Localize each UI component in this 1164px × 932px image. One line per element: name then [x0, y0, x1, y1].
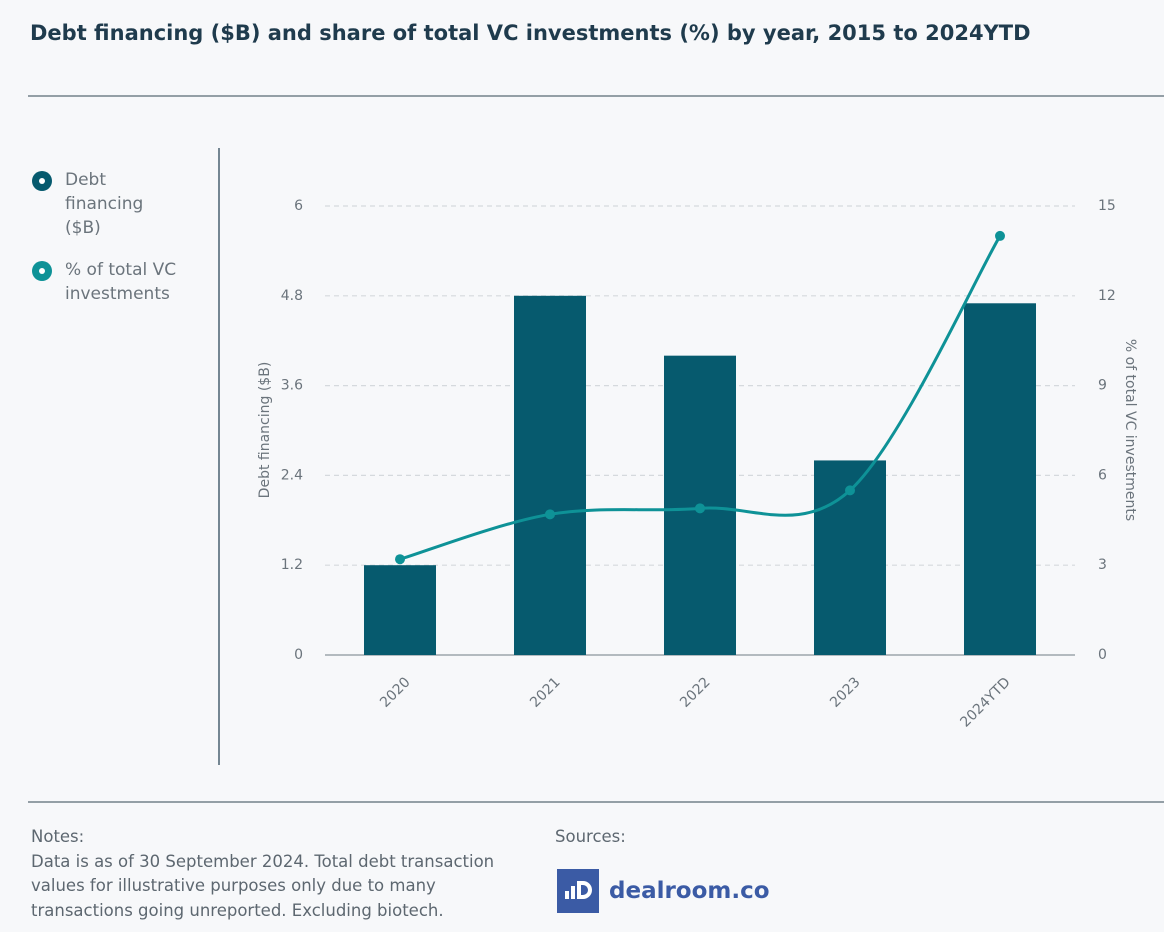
- legend-item: Debt financing ($B): [32, 168, 182, 240]
- bar: [514, 295, 586, 655]
- y-tick-label: 3.6: [281, 378, 303, 394]
- y-axis-label: Debt financing ($B): [257, 362, 273, 499]
- y2-tick-label: 0: [1098, 647, 1107, 663]
- x-tick-label: 2024YTD: [957, 674, 1013, 730]
- logo: dealroom.co: [557, 869, 770, 913]
- logo-icon: [557, 869, 599, 913]
- notes: Notes: Data is as of 30 September 2024. …: [31, 825, 531, 923]
- sources: Sources: dealroom.co: [555, 825, 770, 913]
- legend-marker: [32, 261, 52, 281]
- y-tick-label: 2.4: [281, 467, 303, 483]
- legend-label: Debt financing ($B): [65, 170, 144, 238]
- bar: [364, 565, 436, 655]
- y-tick-label: 6: [294, 198, 303, 214]
- legend-marker: [32, 171, 52, 191]
- logo-text: dealroom.co: [609, 877, 770, 904]
- line-marker: [695, 503, 705, 514]
- notes-heading: Notes:: [31, 827, 85, 846]
- chart-title: Debt financing ($B) and share of total V…: [30, 21, 1031, 45]
- y2-tick-label: 3: [1098, 557, 1107, 573]
- sources-heading: Sources:: [555, 827, 626, 846]
- line: [399, 235, 1002, 561]
- x-tick-label: 2020: [377, 674, 414, 711]
- y-tick-label: 1.2: [281, 557, 303, 573]
- line-marker: [395, 554, 405, 565]
- x-tick-label: 2023: [827, 674, 864, 711]
- y2-tick-label: 9: [1098, 378, 1107, 394]
- bar: [964, 303, 1036, 655]
- y2-tick-label: 12: [1098, 288, 1116, 304]
- y2-tick-label: 15: [1098, 198, 1116, 214]
- legend-label: % of total VC investments: [65, 260, 177, 304]
- y-tick-label: 0: [294, 647, 303, 663]
- legend: Debt financing ($B) % of total VC investm…: [32, 168, 182, 324]
- y-tick-label: 4.8: [281, 288, 303, 304]
- legend-item: % of total VC investments: [32, 258, 182, 306]
- x-tick-label: 2022: [677, 674, 714, 711]
- logo-glyph: [565, 881, 592, 899]
- x-tick-label: 2021: [527, 674, 564, 711]
- line-marker: [545, 509, 555, 520]
- notes-text: Data is as of 30 September 2024. Total d…: [31, 851, 495, 920]
- y2-axis-label: % of total VC investments: [1122, 339, 1138, 521]
- line-marker: [995, 230, 1005, 241]
- y2-tick-label: 6: [1098, 467, 1107, 483]
- line-marker: [845, 485, 855, 496]
